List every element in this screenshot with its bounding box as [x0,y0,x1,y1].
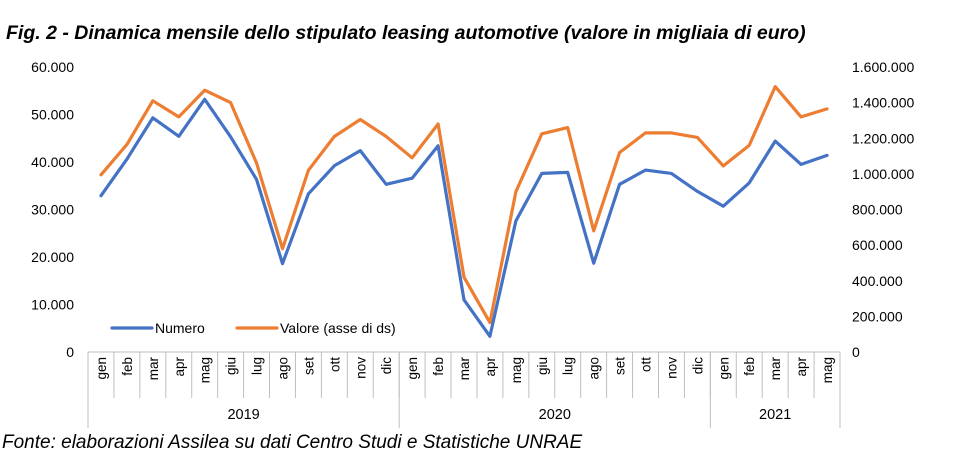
month-label: apr [483,356,498,376]
legend: Numero Valore (asse di ds) [110,320,396,336]
month-label: lug [250,357,265,375]
y-left-tick-label: 30.000 [31,202,74,218]
month-label: lug [561,357,576,375]
y-left-tick-label: 50.000 [31,107,74,123]
y-right-tick-label: 1.400.000 [852,95,914,111]
month-label: gen [405,357,420,380]
month-label: ago [275,357,290,380]
y-right-tick-label: 1.000.000 [852,166,914,182]
series-line-valore [99,84,829,325]
month-label: mag [198,357,213,383]
y-right-tick-label: 600.000 [852,237,903,253]
y-right-tick-label: 0 [852,344,860,360]
y-right-tick-label: 400.000 [852,273,903,289]
month-label: mar [146,356,161,380]
month-label: feb [431,357,446,376]
y-left-tick-label: 40.000 [31,154,74,170]
month-label: nov [664,357,679,379]
month-label: ago [587,357,602,380]
month-label: apr [794,356,809,376]
month-label: set [301,357,316,375]
axes: 0 10.000 20.000 30.000 40.000 50.000 60.000 0 20… [31,59,914,360]
y-left-tick-label: 20.000 [31,249,74,265]
y-left-tick-label: 0 [66,344,74,360]
series-line-numero [99,97,829,338]
y-right-tick-label: 1.600.000 [852,59,914,75]
month-label: gen [716,357,731,380]
y-right-tick-label: 800.000 [852,202,903,218]
month-label: ott [327,357,342,372]
chart-title: Fig. 2 - Dinamica mensile dello stipulat… [6,22,806,44]
year-label: 2019 [227,407,259,423]
month-label: mag [820,357,835,383]
year-label: 2021 [759,407,791,423]
month-label: dic [690,357,705,375]
x-axis-categories: gen feb mar apr mag giu lug ago set ott nov dic gen f… [87,352,841,428]
series-lines [99,84,829,338]
month-label: set [613,357,628,375]
month-label: apr [172,356,187,376]
month-label: ott [639,357,654,372]
month-label: giu [224,357,239,375]
month-label: mar [457,356,472,380]
month-label: feb [120,357,135,376]
month-label: nov [353,357,368,379]
legend-label: Valore (asse di ds) [280,320,396,336]
month-label: feb [742,357,757,376]
y-left-tick-label: 10.000 [31,297,74,313]
month-label: mag [509,357,524,383]
chart-source: Fonte: elaborazioni Assilea su dati Cent… [2,432,583,453]
month-label: mar [768,356,783,380]
year-label: 2020 [539,407,571,423]
month-label: dic [379,357,394,375]
y-left-tick-label: 60.000 [31,59,74,75]
legend-label: Numero [155,320,205,336]
month-label: giu [535,357,550,375]
month-label: gen [94,357,109,380]
y-right-tick-label: 200.000 [852,308,903,324]
y-right-tick-label: 1.200.000 [852,130,914,146]
